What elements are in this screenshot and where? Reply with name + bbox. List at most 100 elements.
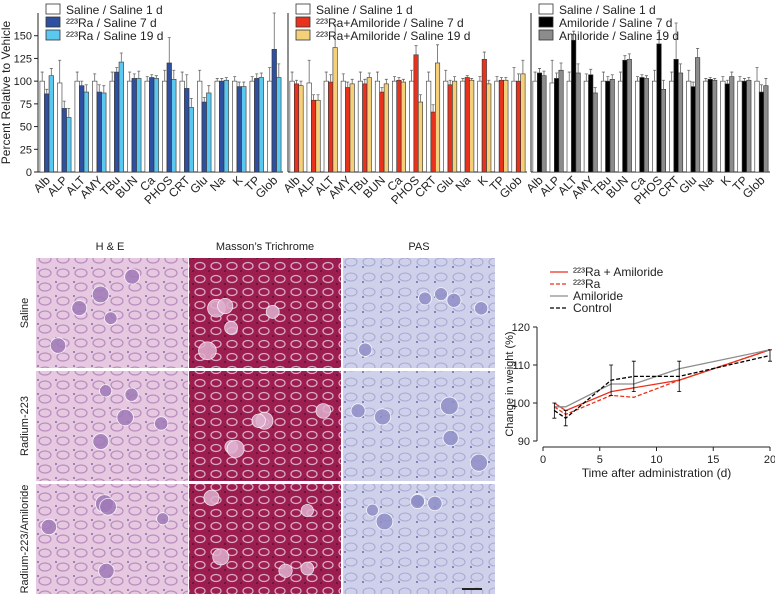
error-bar — [150, 74, 154, 78]
bar — [558, 69, 564, 173]
error-bar — [272, 12, 276, 50]
glomerulus — [49, 337, 67, 354]
bar — [166, 62, 172, 173]
bar — [214, 80, 220, 173]
bar — [66, 117, 72, 173]
error-bar — [67, 108, 71, 118]
error-bar — [563, 410, 568, 427]
bar — [144, 80, 150, 173]
error-bar — [696, 48, 700, 58]
glomerulus — [217, 298, 234, 315]
bar — [763, 85, 769, 173]
bar — [57, 82, 63, 173]
y-axis-label: Percent Relative to Vehicle — [0, 20, 13, 164]
bar — [276, 77, 282, 173]
x-tick-label: Na — [207, 173, 228, 194]
bar — [690, 86, 696, 173]
bar — [724, 83, 730, 173]
error-bar — [350, 78, 354, 84]
bar — [136, 78, 142, 173]
error-bar — [768, 349, 772, 362]
bar — [486, 83, 492, 173]
bar — [430, 111, 436, 173]
error-bar — [363, 78, 367, 84]
glomerulus — [446, 292, 462, 308]
bar — [532, 80, 538, 173]
glomerulus — [427, 495, 443, 512]
glomerulus — [156, 512, 170, 526]
error-bar — [242, 81, 246, 87]
bar — [605, 80, 611, 173]
x-tick-label: 20 — [764, 454, 775, 466]
error-bar — [657, 29, 661, 44]
glomerulus — [98, 562, 115, 580]
bar — [349, 83, 355, 173]
bar — [686, 80, 692, 173]
y-axis-label: Change in weight (%) — [504, 331, 516, 436]
error-bar — [185, 74, 189, 89]
bar — [626, 59, 632, 173]
error-bar — [312, 94, 316, 101]
error-bar — [97, 84, 101, 93]
bar — [114, 71, 120, 173]
line — [553, 354, 771, 420]
glomerulus — [440, 396, 459, 416]
error-bar — [172, 69, 176, 80]
legend-label: ²²³Ra+Amiloride / Saline 7 d — [316, 16, 464, 30]
error-bar — [623, 55, 627, 61]
bar — [188, 107, 194, 173]
error-bar — [268, 67, 272, 82]
bar — [746, 79, 752, 173]
glomerulus — [469, 453, 488, 472]
bar — [289, 80, 295, 173]
legend-label: ²²³Ra + Amiloride — [573, 265, 664, 279]
glomerulus — [300, 503, 314, 518]
bar — [678, 72, 684, 173]
error-bar — [115, 67, 119, 73]
error-bar — [358, 71, 362, 82]
error-bar — [742, 78, 746, 82]
error-bar — [572, 30, 576, 41]
bar — [131, 78, 137, 173]
bar — [206, 92, 212, 173]
error-bar — [110, 71, 114, 82]
error-bar — [482, 51, 486, 60]
bar — [392, 80, 398, 173]
bar — [635, 80, 641, 173]
error-bar — [567, 71, 571, 82]
bar — [39, 80, 45, 173]
error-bar — [601, 71, 605, 82]
bar — [592, 92, 598, 173]
bar — [153, 78, 159, 173]
error-bar — [448, 79, 452, 85]
error-bar — [414, 45, 418, 55]
glomerulus — [278, 563, 293, 578]
error-bar — [674, 22, 678, 60]
bar — [729, 76, 735, 173]
bar — [447, 84, 453, 173]
glomerulus — [434, 287, 448, 302]
error-bar — [397, 77, 401, 81]
error-bar — [713, 78, 717, 81]
y-tick-label: 25 — [20, 144, 32, 156]
error-bar — [163, 69, 167, 82]
bar — [48, 75, 54, 173]
error-bar — [487, 79, 491, 84]
bar — [96, 91, 102, 173]
y-tick-label: 110 — [512, 360, 530, 372]
bar — [249, 80, 255, 173]
bar — [409, 80, 415, 173]
error-bar — [576, 63, 580, 73]
error-bar — [329, 74, 333, 83]
error-bar — [375, 71, 379, 82]
error-bar — [759, 84, 763, 93]
glomerulus — [71, 300, 88, 317]
bar — [443, 80, 449, 173]
error-bar — [584, 73, 588, 82]
error-bar — [393, 76, 397, 82]
bar — [101, 92, 107, 173]
error-bar — [255, 73, 259, 79]
error-bar — [504, 77, 508, 81]
bar — [537, 72, 543, 173]
